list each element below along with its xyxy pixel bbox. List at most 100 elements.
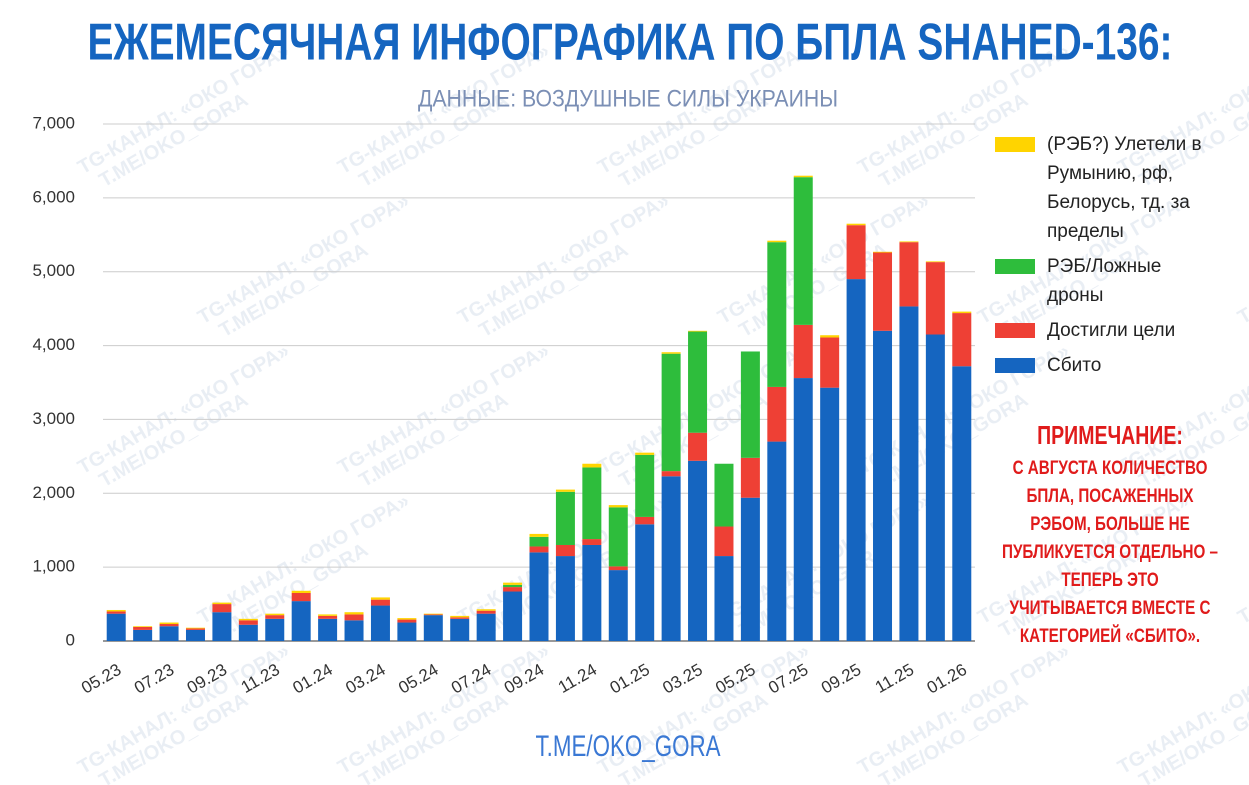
bar-segment <box>344 612 364 615</box>
bar-segment <box>661 352 681 354</box>
y-tick-label: 1,000 <box>32 557 75 576</box>
bar-segment <box>133 626 153 627</box>
x-tick-label: 07.23 <box>131 660 177 698</box>
y-tick-label: 0 <box>66 630 75 649</box>
bar-segment <box>846 223 866 226</box>
bar-segment <box>740 457 760 498</box>
bar-segment <box>423 613 443 615</box>
bar-segment <box>291 592 311 602</box>
watermark: TG-КАНАЛ: «ОКО ГОРА» <box>74 640 293 779</box>
y-tick-label: 5,000 <box>32 261 75 280</box>
bar-segment <box>133 629 153 641</box>
bar-segment <box>688 330 708 332</box>
bar-segment <box>899 242 919 307</box>
y-tick-label: 7,000 <box>32 113 75 132</box>
bar-segment <box>873 251 893 253</box>
legend-label: Сбито <box>1047 355 1102 376</box>
bar-segment <box>767 240 787 243</box>
bar-segment <box>291 590 311 593</box>
legend-item: (РЭБ?) Улетели в Румынию, рф, Белорусь, … <box>995 130 1210 246</box>
bar-segment <box>899 241 919 243</box>
watermark: TG-КАНАЛ: «ОКО ГОРА» <box>1234 190 1249 329</box>
note: ПРИМЕЧАНИЕ: С АВГУСТА КОЛИЧЕСТВО БПЛА, П… <box>975 420 1245 651</box>
bar-segment <box>397 622 417 641</box>
bar-segment <box>661 471 681 477</box>
bar-segment <box>238 618 258 621</box>
bar-segment <box>476 609 496 611</box>
bar-segment <box>635 524 655 641</box>
bar-segment <box>212 604 232 613</box>
bar-segment <box>503 591 523 641</box>
bar-segment <box>714 463 734 527</box>
bar-segment <box>265 613 285 616</box>
bar-segment <box>212 612 232 641</box>
legend-swatch <box>995 137 1035 152</box>
bar-segment <box>793 378 813 641</box>
bar-segment <box>635 452 655 455</box>
bar-segment <box>608 507 628 567</box>
bar-segment <box>582 539 602 545</box>
bar-segment <box>106 609 126 612</box>
x-tick-label: 11.25 <box>872 660 917 697</box>
bar-segment <box>318 618 338 641</box>
bar-segment <box>318 614 338 616</box>
bar-segment <box>846 279 866 641</box>
bar-segment <box>397 618 417 620</box>
legend-item: Сбито <box>995 351 1210 380</box>
bar-segment <box>793 175 813 178</box>
bar-segment <box>318 615 338 619</box>
bar-segment <box>661 353 681 472</box>
bar-segment <box>185 628 205 630</box>
legend: (РЭБ?) Улетели в Румынию, рф, Белорусь, … <box>995 130 1210 386</box>
bar-segment <box>159 624 179 627</box>
legend-swatch <box>995 259 1035 274</box>
bar-segment <box>952 313 972 367</box>
bar-segment <box>714 556 734 641</box>
bar-segment <box>423 615 443 641</box>
bar-segment <box>344 614 364 621</box>
x-tick-label: 01.26 <box>924 660 970 698</box>
x-tick-label: 11.24 <box>555 660 600 697</box>
bar-segment <box>846 225 866 280</box>
bar-segment <box>159 626 179 641</box>
bar-segment <box>133 626 153 630</box>
bar-segment <box>529 552 549 641</box>
bar-segment <box>873 252 893 331</box>
bar-segment <box>212 602 232 605</box>
bar-segment <box>555 556 575 641</box>
x-tick-label: 05.23 <box>78 660 124 698</box>
legend-label: (РЭБ?) Улетели в Румынию, рф, Белорусь, … <box>1047 134 1202 242</box>
bar-segment <box>820 387 840 641</box>
bar-segment <box>344 620 364 641</box>
bar-segment <box>899 306 919 641</box>
bar-segment <box>450 617 470 619</box>
bar-segment <box>503 587 523 592</box>
bar-segment <box>529 536 549 547</box>
watermark: TG-КАНАЛ: «ОКО ГОРА» <box>334 340 553 479</box>
legend-label: Достигли цели <box>1047 320 1176 341</box>
bar-segment <box>370 599 390 606</box>
note-text: С АВГУСТА КОЛИЧЕСТВО БПЛА, ПОСАЖЕННЫХ РЭ… <box>1002 458 1218 647</box>
bar-segment <box>608 505 628 508</box>
chart-subtitle: ДАННЫЕ: ВОЗДУШНЫЕ СИЛЫ УКРАИНЫ <box>418 85 838 112</box>
watermark: TG-КАНАЛ: «ОКО ГОРА» <box>454 190 673 329</box>
legend-item: Достигли цели <box>995 316 1210 345</box>
bar-segment <box>635 516 655 525</box>
x-tick-label: 09.25 <box>818 660 864 698</box>
bar-segment <box>688 331 708 433</box>
x-tick-label: 01.24 <box>290 660 336 698</box>
bar-segment <box>370 597 390 600</box>
x-tick-label: 01.25 <box>607 660 653 698</box>
bar-segment <box>820 335 840 338</box>
bar-segment <box>159 622 179 625</box>
legend-item: РЭБ/Ложные дроны <box>995 252 1210 310</box>
bar-segment <box>450 615 470 618</box>
y-tick-label: 2,000 <box>32 483 75 502</box>
bar-segment <box>688 432 708 461</box>
bar-segment <box>952 366 972 641</box>
bar-segment <box>767 441 787 641</box>
bar-segment <box>740 351 760 458</box>
y-tick-label: 6,000 <box>32 187 75 206</box>
